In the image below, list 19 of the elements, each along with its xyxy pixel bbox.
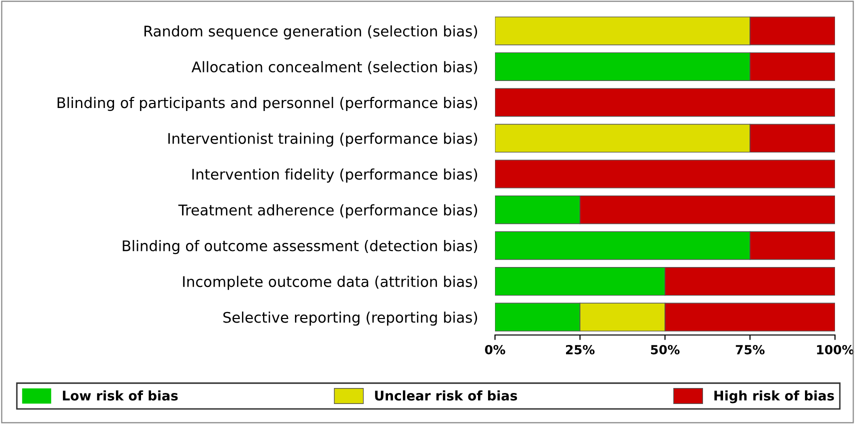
y-tick-label: Random sequence generation (selection bias) bbox=[144, 25, 478, 40]
y-tick-label: Intervention fidelity (performance bias) bbox=[192, 168, 478, 183]
y-tick-label: Treatment adherence (performance bias) bbox=[178, 204, 478, 218]
legend-label: High risk of bias bbox=[714, 390, 834, 404]
legend-label: Low risk of bias bbox=[62, 390, 178, 401]
y-tick-label: Incomplete outcome data (attrition bias) bbox=[183, 276, 478, 290]
bar bbox=[495, 88, 835, 117]
x-tick-label: 75% bbox=[736, 344, 765, 354]
legend-label: Unclear risk of bias bbox=[375, 390, 518, 401]
y-tick-label: Interventionist training (performance bias) bbox=[168, 132, 478, 147]
y-tick-label: Blinding of outcome assessment (detection bias) bbox=[122, 240, 478, 254]
y-tick-label: Allocation concealment (selection bias) bbox=[192, 61, 478, 74]
x-tick-label: 0% bbox=[484, 344, 506, 354]
x-tick-label: 50% bbox=[651, 344, 680, 354]
y-tick-label: Selective reporting (reporting bias) bbox=[223, 312, 478, 326]
x-tick-label: 100% bbox=[817, 344, 854, 354]
bar bbox=[495, 160, 835, 188]
y-tick-label: Blinding of participants and personnel (performance bias) bbox=[58, 96, 478, 112]
x-tick-label: 25% bbox=[566, 344, 595, 354]
